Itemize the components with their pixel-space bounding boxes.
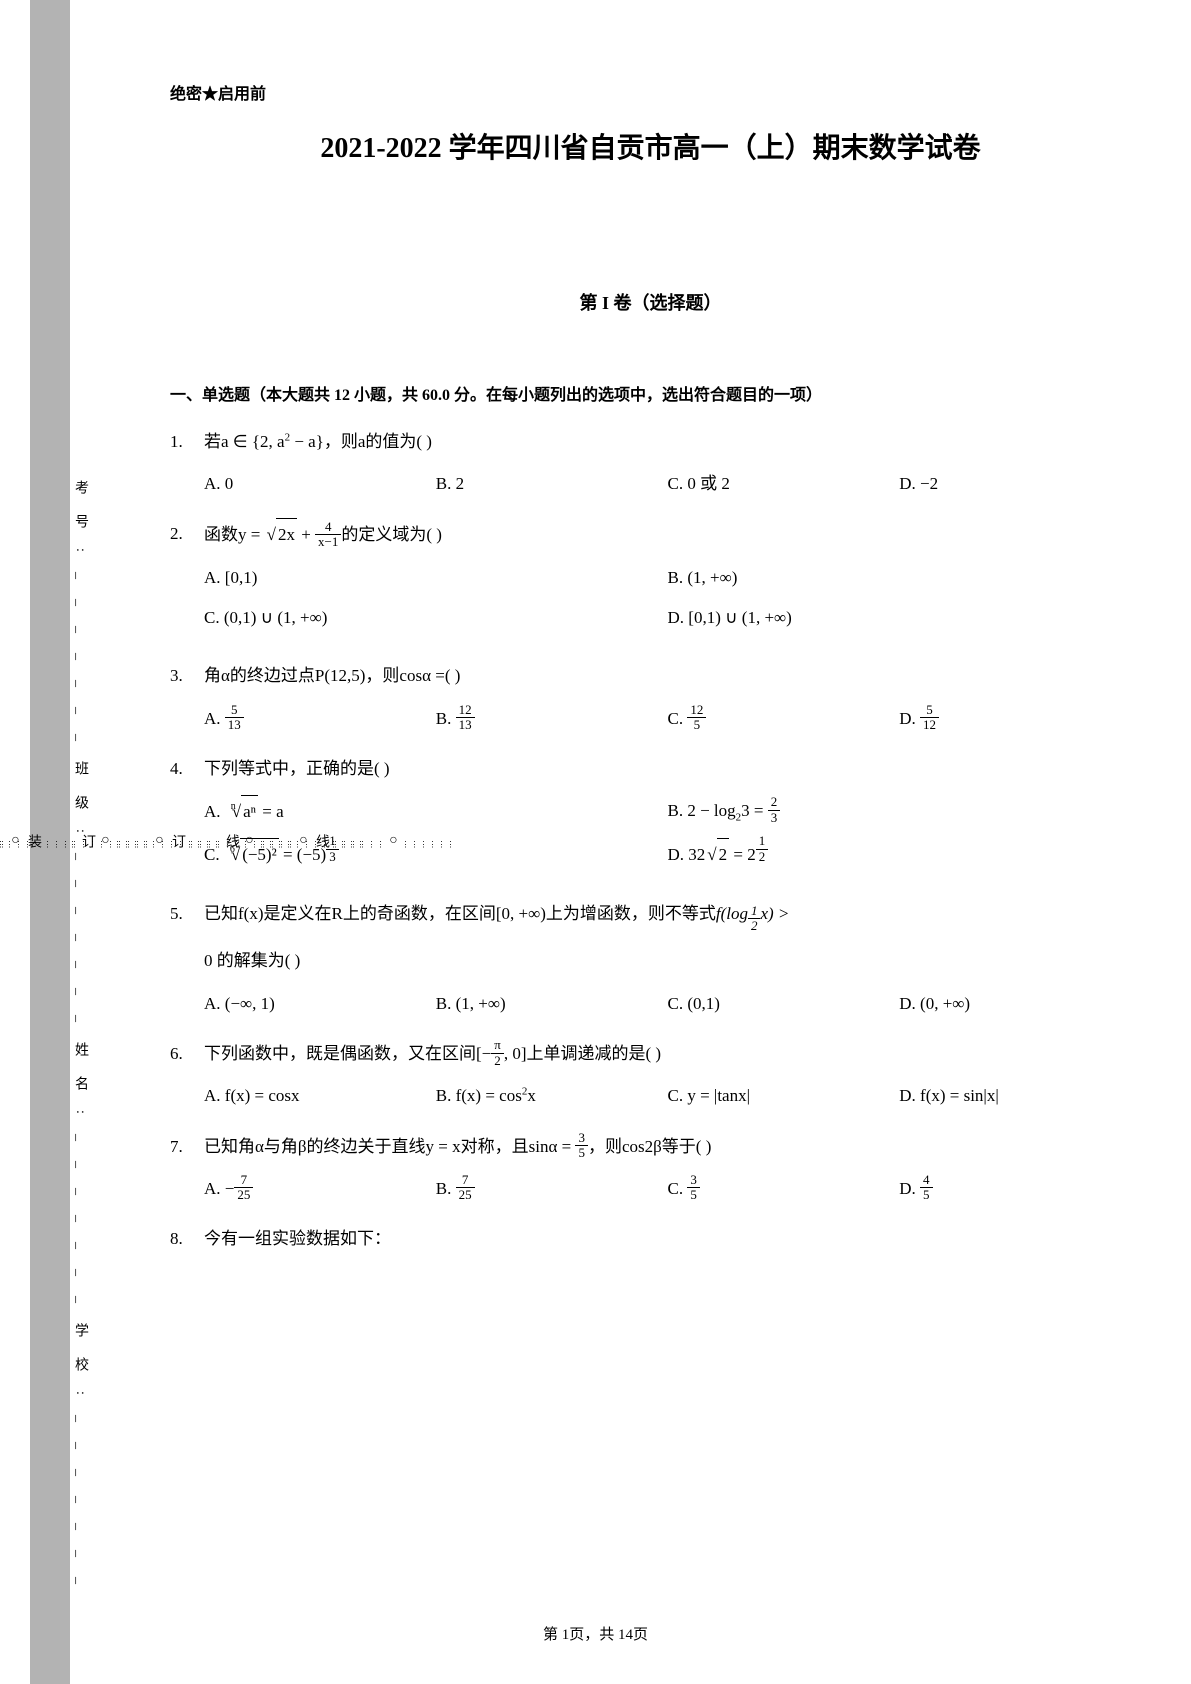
q7-opt-d: D. 45 [899,1173,1131,1205]
q3-opt-c: C. 125 [668,703,900,735]
q3-opt-d: D. 512 [899,703,1131,735]
q7-opt-c: C. 35 [668,1173,900,1205]
q6-opt-d: D. f(x) = sin|x| [899,1080,1131,1112]
q5-opt-b: B. (1, +∞) [436,988,668,1020]
page-container: ⋮⋮⋮⋮⋮⋮ ○ ⋮⋮⋮⋮⋮⋮ 线 ⋮⋮⋮⋮⋮⋮ ○ ⋮⋮⋮⋮⋮⋮ 订 ⋮⋮⋮⋮… [0,0,1191,1684]
q6-opt-c: C. y = |tanx| [668,1080,900,1112]
q7-opt-b: B. 725 [436,1173,668,1205]
q6-opt-b: B. f(x) = cos2x [436,1080,668,1112]
q4-opt-b: B. 2 − log23 = 23 [668,795,1132,828]
q1-opt-b: B. 2 [436,468,668,500]
binding-column: ⋮⋮⋮⋮⋮⋮ ○ ⋮⋮⋮⋮⋮⋮ 线 ⋮⋮⋮⋮⋮⋮ ○ ⋮⋮⋮⋮⋮⋮ 订 ⋮⋮⋮⋮… [0,0,120,1684]
page-number: 第 1页，共 14页 [0,1623,1191,1644]
q1-opt-d: D. −2 [899,468,1131,500]
binding-char-ding2: 订 [167,834,187,850]
binding-char-ding: 订 [77,834,97,850]
q1-opt-c: C. 0 或 2 [668,468,900,500]
q2-opt-d: D. [0,1) ∪ (1, +∞) [668,602,1132,634]
q4-opt-d: D. 322 = 212 [668,836,1132,871]
binding-char-zhuang2: 装 [23,834,43,850]
q2-opt-b: B. (1, +∞) [668,562,1132,594]
q5-opt-c: C. (0,1) [668,988,900,1020]
q3-opt-b: B. 1213 [436,703,668,735]
q5-opt-d: D. (0, +∞) [899,988,1131,1020]
